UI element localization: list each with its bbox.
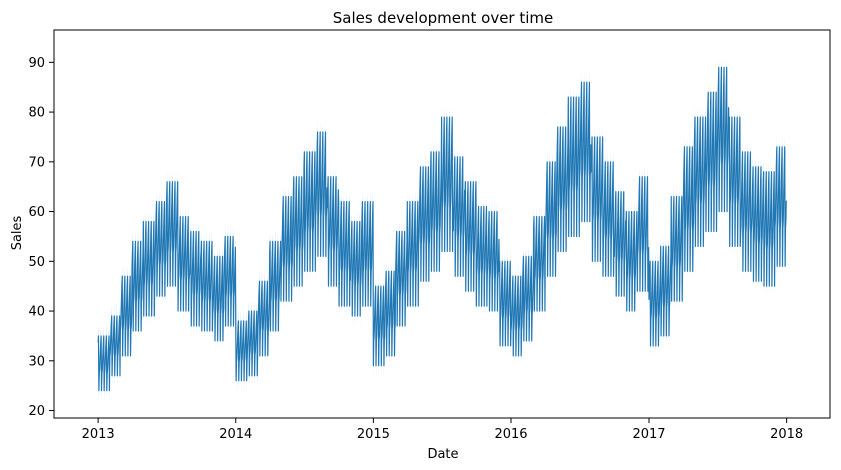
y-tick-label: 70 [28, 155, 45, 170]
y-tick-label: 60 [28, 205, 45, 220]
chart-title: Sales development over time [333, 9, 554, 27]
x-tick-label: 2013 [82, 427, 115, 442]
x-tick-label: 2016 [494, 427, 527, 442]
axes-frame [53, 29, 831, 419]
x-axis-label: Date [427, 447, 458, 462]
x-tick-label: 2018 [770, 427, 803, 442]
y-tick-label: 20 [28, 404, 45, 419]
x-tick-label: 2017 [632, 427, 665, 442]
plot-area: 2013 2014 2015 2016 2017 2018 20 30 40 50 60 70 80 90 [28, 29, 831, 442]
x-tick-label: 2014 [219, 427, 252, 442]
x-tick-label: 2015 [357, 427, 390, 442]
sales-series-line [97, 66, 787, 392]
y-tick-label: 50 [28, 255, 45, 270]
y-tick-label: 80 [28, 106, 45, 121]
y-tick-label: 30 [28, 354, 45, 369]
y-tick-label: 90 [28, 56, 45, 71]
y-axis-label: Sales [10, 215, 25, 250]
y-tick-label: 40 [28, 305, 45, 320]
